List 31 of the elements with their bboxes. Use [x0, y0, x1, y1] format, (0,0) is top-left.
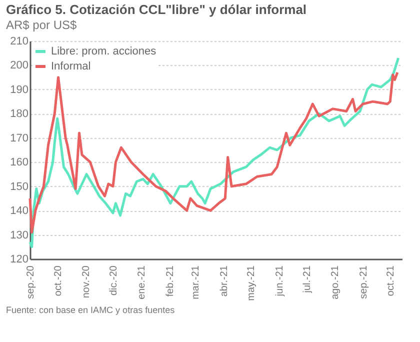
y-tick-label: 120 — [10, 254, 28, 266]
y-tick-label: 170 — [10, 132, 28, 144]
x-tick-label: abr.-21 — [218, 265, 230, 297]
y-tick-label: 190 — [10, 84, 28, 96]
x-tick-label: oct.-21 — [386, 265, 397, 296]
x-tick-label: jul.-21 — [302, 265, 313, 294]
y-tick-label: 130 — [10, 229, 28, 242]
source-note: Fuente: con base en IAMC y otras fuentes — [6, 305, 176, 315]
x-tick-label: nov.-20 — [81, 265, 92, 298]
x-tick-label: dic.-20 — [108, 265, 120, 296]
x-tick-label: mar.-21 — [190, 265, 202, 300]
x-tick-label: sep.-21 — [358, 265, 370, 299]
y-tick-label: 160 — [10, 156, 28, 169]
chart-title: Gráfico 5. Cotización CCL"libre" y dólar informal — [6, 2, 307, 17]
x-tick-label: jun.-21 — [274, 265, 286, 298]
y-tick-label: 180 — [10, 108, 28, 120]
x-tick-label: oct.-20 — [52, 265, 64, 296]
y-tick-label: 210 — [10, 36, 28, 48]
y-tick-label: 150 — [10, 180, 28, 193]
y-tick-label: 140 — [10, 205, 28, 218]
line-series — [28, 56, 400, 248]
line-series — [28, 71, 399, 234]
x-tick-label: sep.-20 — [26, 265, 36, 299]
y-tick-label: 200 — [10, 60, 28, 72]
legend-label: Libre: prom. acciones — [51, 46, 157, 58]
legend-label: Informal — [51, 60, 91, 72]
x-tick-label: ene.-21 — [136, 265, 148, 300]
x-tick-label: may.-21 — [246, 265, 258, 301]
x-tick-label: feb.-21 — [165, 265, 176, 297]
x-tick-label: ago.-21 — [330, 265, 342, 300]
chart-subtitle: AR$ por US$ — [6, 18, 78, 32]
